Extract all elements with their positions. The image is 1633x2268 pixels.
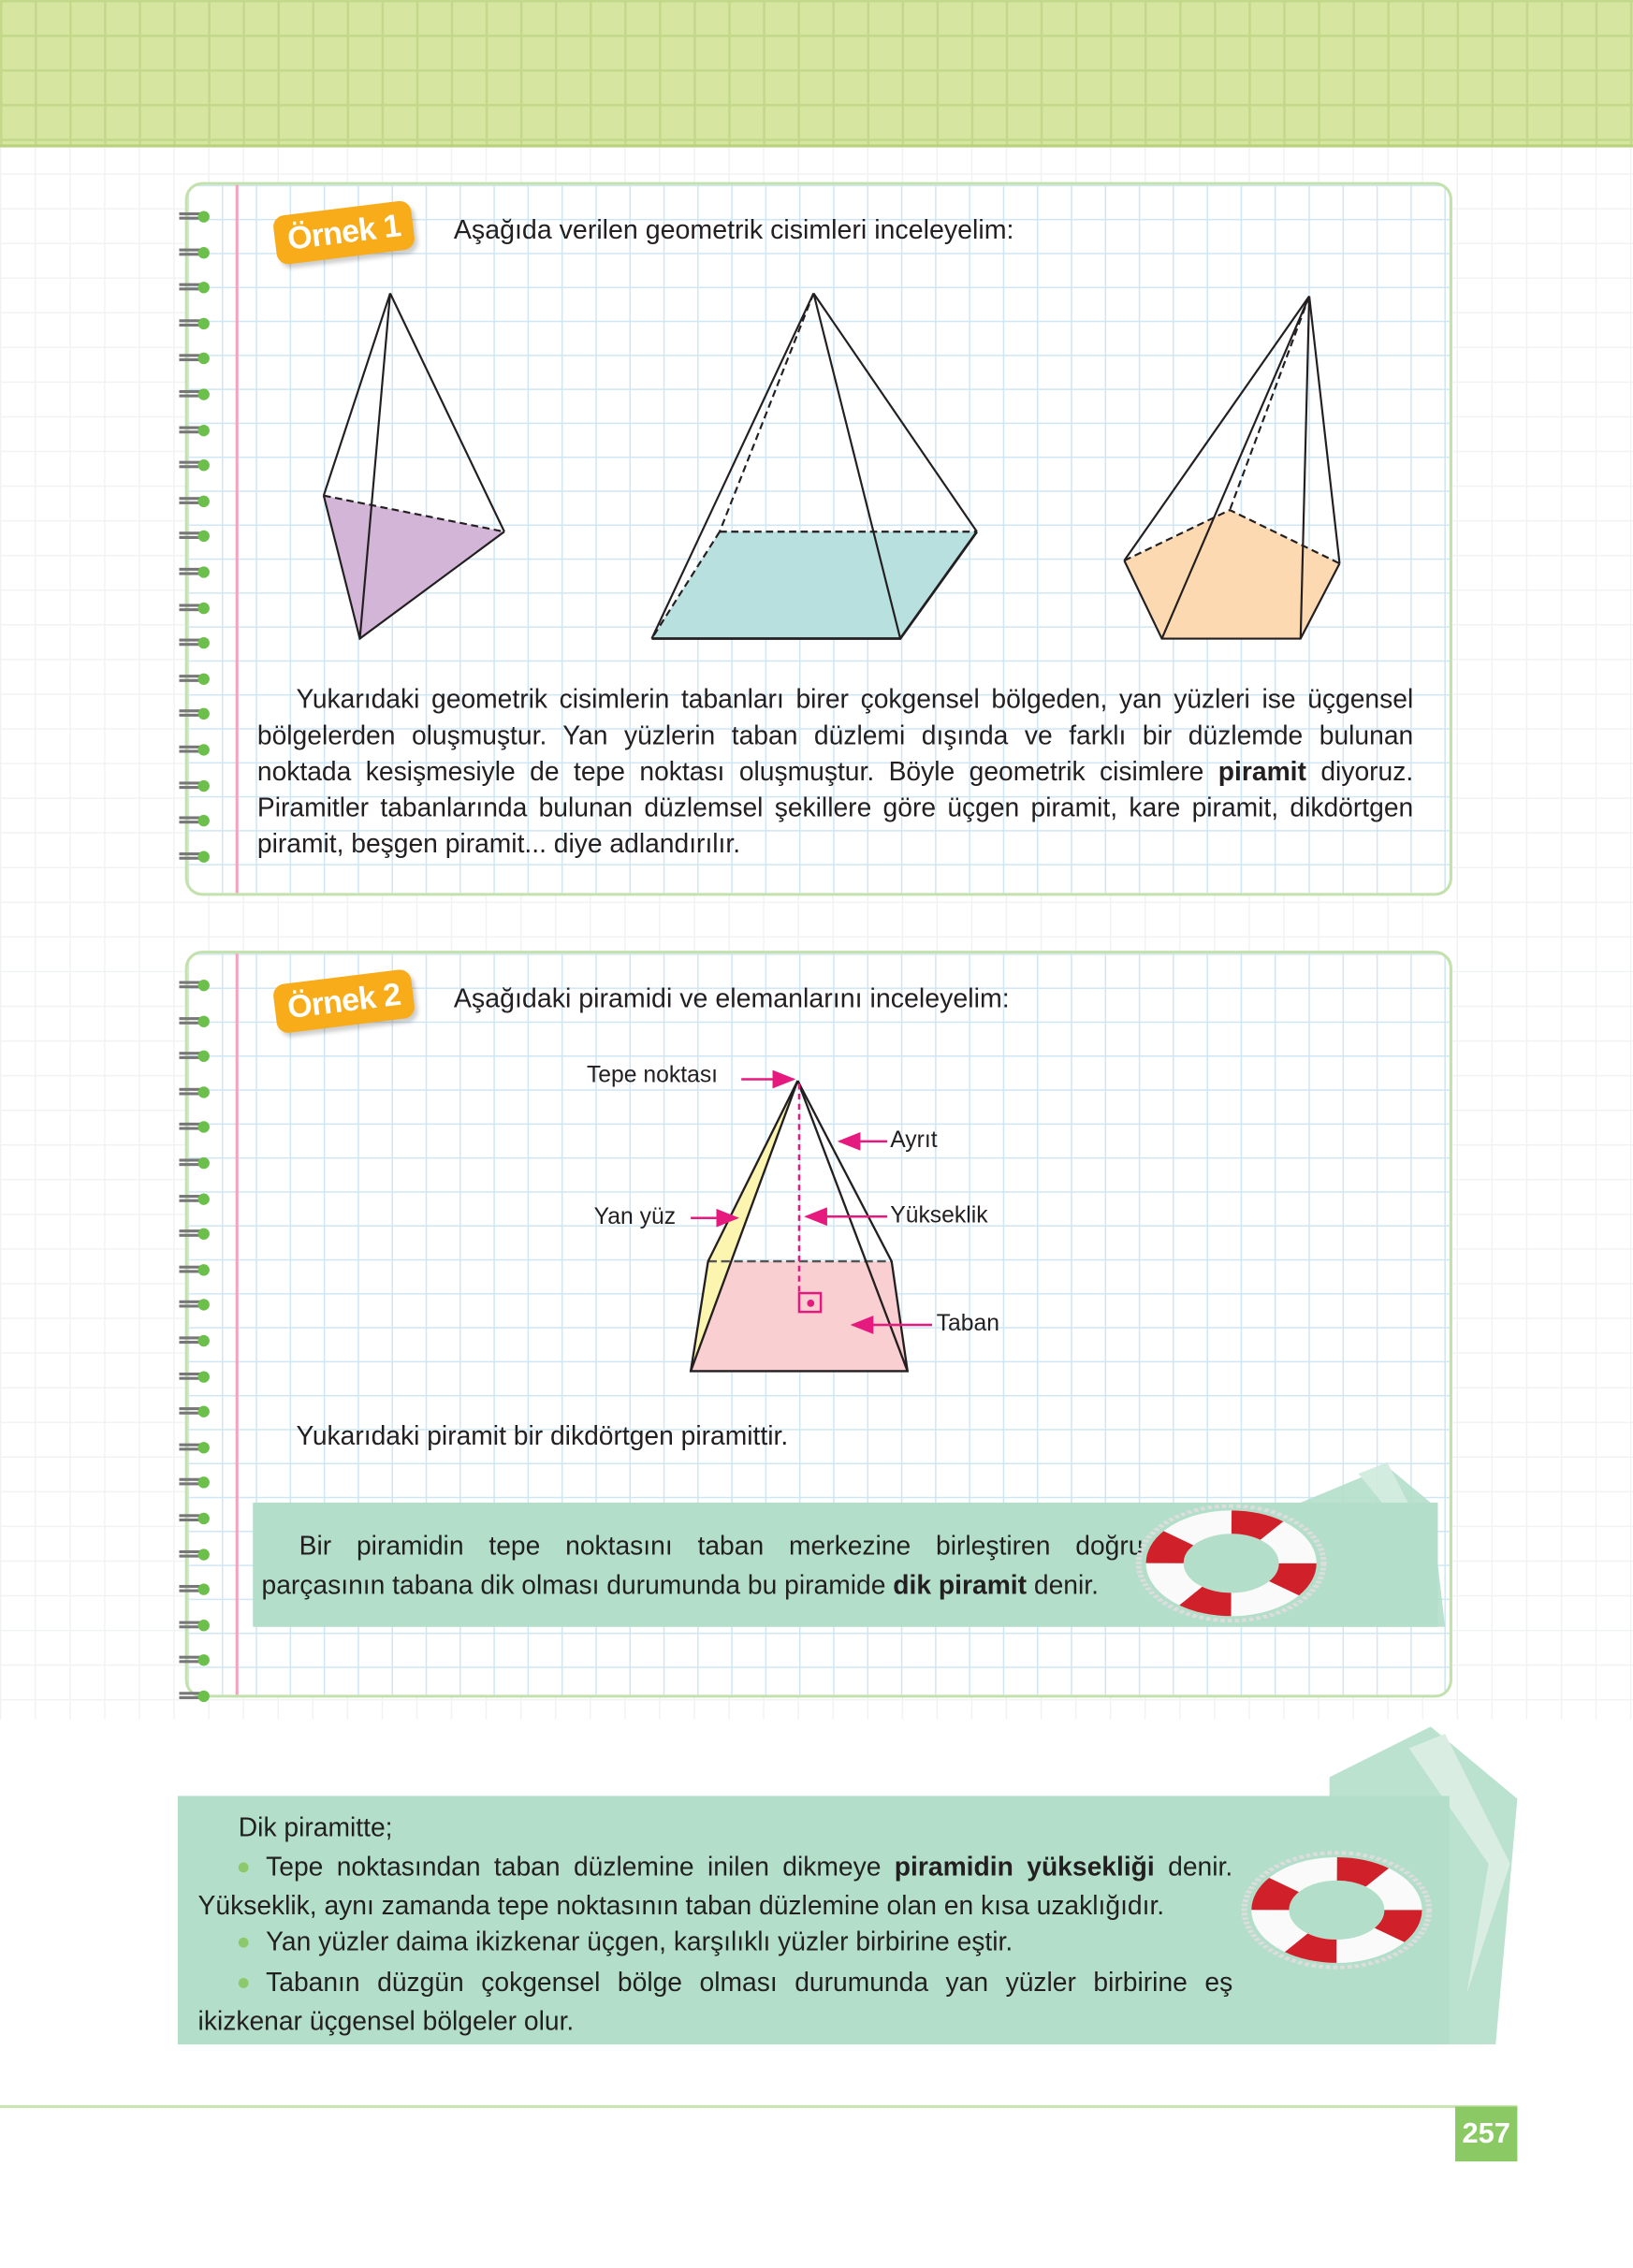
triangular-pyramid — [322, 293, 505, 641]
right-pyramid-definition-box: Bir piramidin tepe noktasını taban merke… — [253, 1502, 1438, 1627]
spiral-binding-icon — [179, 815, 213, 827]
label-edge: Ayrıt — [890, 1128, 938, 1154]
spiral-binding-icon — [179, 779, 213, 792]
spiral-binding-icon — [179, 1583, 213, 1596]
spiral-binding-icon — [179, 1192, 213, 1205]
spiral-binding-icon — [179, 388, 213, 400]
example-2-intro: Aşağıdaki piramidi ve elemanlarını incel… — [453, 982, 1010, 1013]
pyramid-height-term: piramidin yüksekliği — [894, 1851, 1155, 1882]
summary-bullet-1: Tepe noktasından taban düzlemine inilen … — [198, 1846, 1233, 1924]
spiral-binding-icon — [179, 1334, 213, 1347]
bullet-icon — [238, 1861, 249, 1872]
bullet-icon — [238, 1937, 249, 1948]
spiral-binding-icon — [179, 495, 213, 507]
paragraph-text: Yukarıdaki geometrik cisimlerin tabanlar… — [256, 683, 1414, 787]
lifebuoy-icon — [1241, 1851, 1433, 1970]
spiral-binding-icon — [179, 744, 213, 756]
spiral-binding-icon — [179, 637, 213, 649]
spiral-binding-icon — [179, 1619, 213, 1632]
spiral-binding-icon — [179, 1050, 213, 1063]
spiral-binding-icon — [179, 1548, 213, 1561]
spiral-binding-icon — [179, 1654, 213, 1667]
square-pyramid — [650, 292, 979, 640]
example-1-intro: Aşağıda verilen geometrik cisimleri ince… — [453, 213, 1014, 244]
footer-line — [0, 2104, 1518, 2108]
rectangular-pyramid-note: Yukarıdaki piramit bir dikdörtgen pirami… — [296, 1419, 789, 1451]
spiral-binding-icon — [179, 1476, 213, 1490]
info-text: denir. — [1027, 1569, 1099, 1600]
label-height: Yükseklik — [890, 1203, 988, 1228]
summary-box: Dik piramitte; Tepe noktasından taban dü… — [177, 1796, 1450, 2045]
spiral-binding-icon — [179, 1014, 213, 1027]
summary-bullet-2: Yan yüzler daima ikizkenar üçgen, karşıl… — [198, 1922, 1233, 1961]
spiral-binding-icon — [179, 531, 213, 543]
spiral-binding-icon — [179, 282, 213, 294]
lifebuoy-icon — [1135, 1504, 1327, 1623]
spiral-binding-icon — [179, 602, 213, 614]
label-apex: Tepe noktası — [586, 1063, 719, 1088]
spiral-binding-icon — [179, 1690, 213, 1703]
spiral-binding-icon — [179, 1370, 213, 1383]
margin-line — [235, 184, 239, 894]
bullet-text: Tabanın düzgün çokgensel bölge olması du… — [197, 1966, 1233, 2036]
margin-line — [235, 953, 239, 1695]
summary-heading: Dik piramitte; — [238, 1811, 393, 1842]
pyramid-term: piramit — [1217, 755, 1306, 787]
pyramid-definition-paragraph: Yukarıdaki geometrik cisimlerin tabanlar… — [257, 680, 1413, 861]
label-face: Yan yüz — [593, 1204, 677, 1230]
spiral-binding-icon — [179, 246, 213, 258]
summary-bullet-3: Tabanın düzgün çokgensel bölge olması du… — [198, 1962, 1233, 2040]
spiral-binding-icon — [179, 850, 213, 863]
bullet-text: Tepe noktasından taban düzlemine inilen … — [266, 1851, 895, 1882]
right-pyramid-definition: Bir piramidin tepe noktasını taban merke… — [262, 1526, 1144, 1604]
header-grid-band — [0, 0, 1633, 148]
spiral-binding-icon — [179, 424, 213, 436]
info-text: Bir piramidin tepe noktasını taban merke… — [261, 1530, 1144, 1600]
spiral-binding-icon — [179, 1228, 213, 1241]
spiral-binding-icon — [179, 1299, 213, 1312]
bullet-text: Yan yüzler daima ikizkenar üçgen, karşıl… — [266, 1926, 1013, 1956]
spiral-binding-icon — [179, 353, 213, 365]
spiral-binding-icon — [179, 1405, 213, 1418]
spiral-binding-icon — [179, 1263, 213, 1276]
spiral-binding-icon — [179, 317, 213, 329]
spiral-binding-icon — [179, 1121, 213, 1134]
spiral-binding-icon — [179, 1085, 213, 1098]
bullet-text: denir. Yükseklik, aynı zamanda tepe nokt… — [197, 1851, 1233, 1921]
spiral-binding-icon — [179, 459, 213, 472]
label-base: Taban — [936, 1312, 999, 1337]
page-number: 257 — [1455, 2106, 1518, 2162]
spiral-binding-icon — [179, 1512, 213, 1525]
right-pyramid-term: dik piramit — [893, 1569, 1028, 1600]
spiral-binding-icon — [179, 979, 213, 992]
spiral-binding-icon — [179, 708, 213, 720]
bullet-icon — [238, 1977, 249, 1988]
paragraph-text: diyoruz. Piramitler tabanlarında bulunan… — [256, 755, 1414, 859]
spiral-binding-icon — [179, 673, 213, 685]
spiral-binding-icon — [179, 566, 213, 578]
spiral-binding-icon — [179, 1156, 213, 1170]
spiral-binding-icon — [179, 1441, 213, 1454]
spiral-binding-icon — [179, 211, 213, 223]
pentagonal-pyramid — [1123, 295, 1341, 640]
